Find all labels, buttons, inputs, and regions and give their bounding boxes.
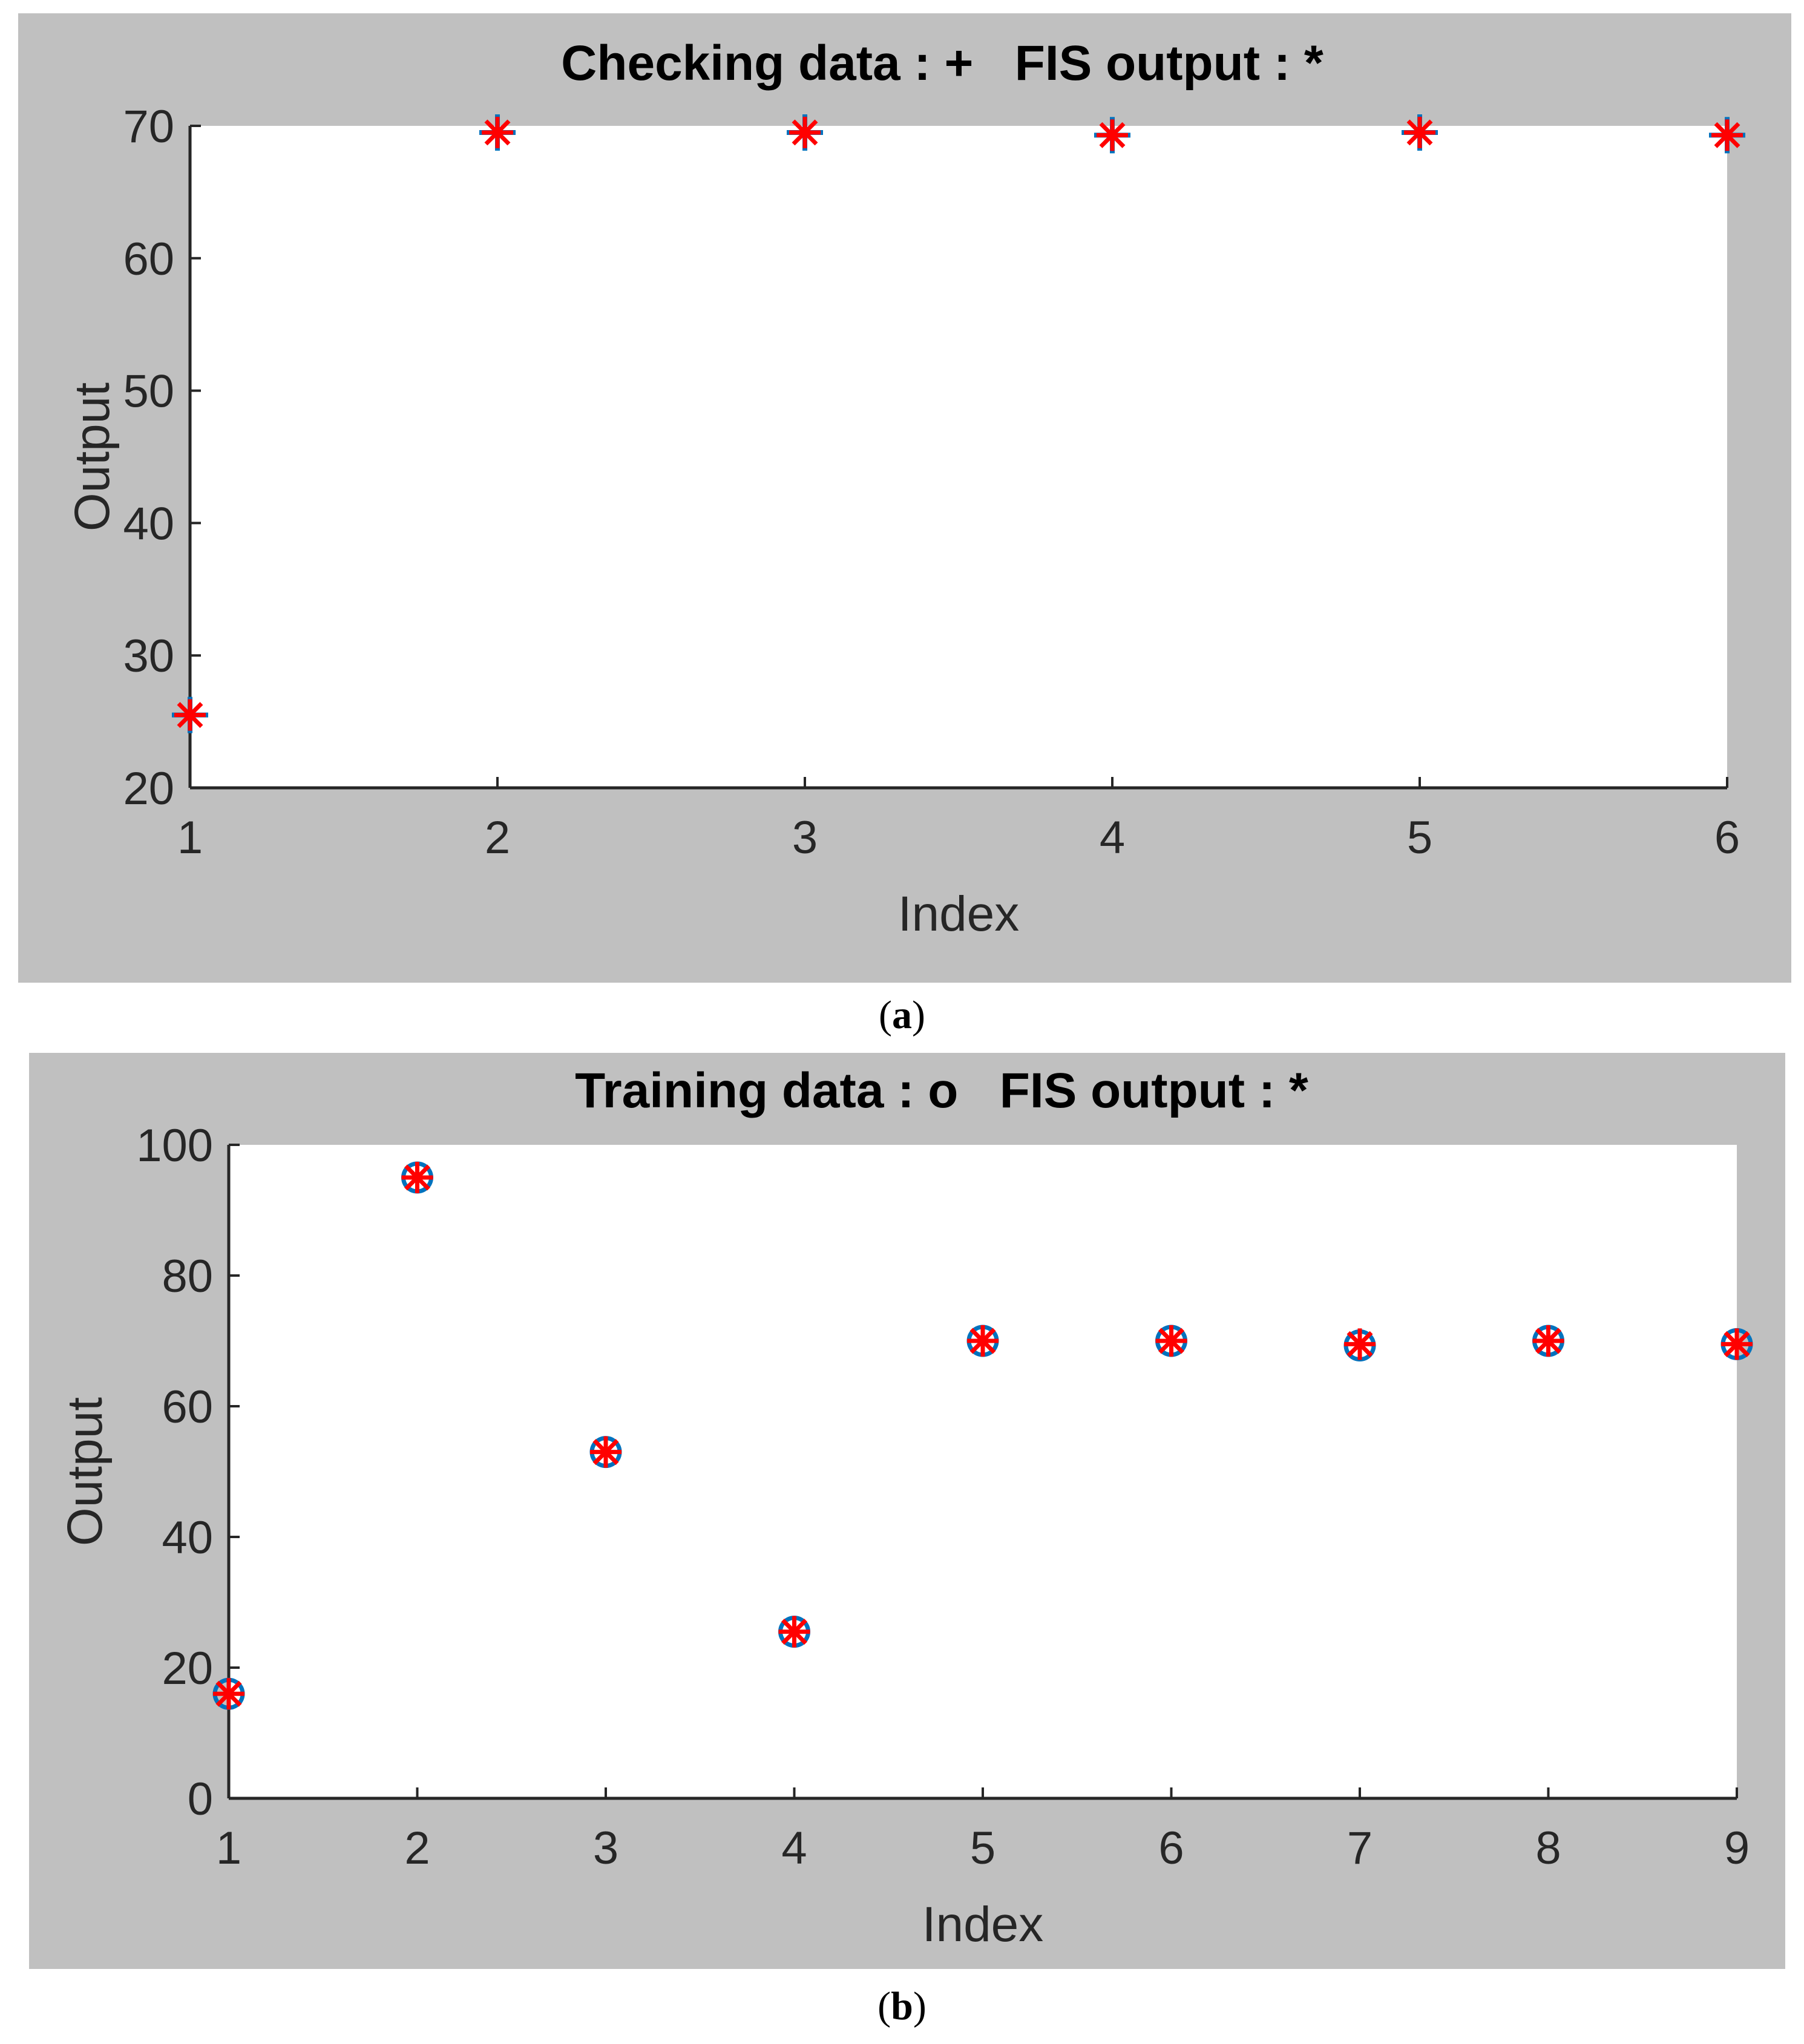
chart-b-x-tick-label: 5 [970,1823,995,1874]
chart-a-y-tick-label: 20 [123,763,174,814]
chart-a-y-tick-label: 40 [123,498,174,549]
chart-b-x-tick-label: 1 [216,1823,241,1874]
chart-b-title: Training data : o FIS output : * [575,1063,1308,1118]
chart-a-x-tick-label: 3 [792,812,818,863]
chart-b-point-asterisk-d2 [781,1619,807,1645]
chart-b-point-asterisk-d2 [404,1164,430,1191]
chart-a-point-asterisk-d2 [484,119,511,146]
chart-b-plot-area [229,1145,1737,1798]
chart-panel-b: Training data : o FIS output : * 1 2 3 4 5 6 7 8… [29,1053,1785,1969]
chart-a-point-asterisk-d2 [1714,122,1740,148]
chart-a-x-tick-label: 2 [485,812,510,863]
chart-b-y-tick-label: 100 [136,1120,213,1171]
chart-a-x-tick-label: 5 [1407,812,1432,863]
chart-b-y-tick-label: 80 [162,1251,213,1302]
caption-a-letter: a [892,993,912,1037]
chart-a-y-tick-label: 50 [123,366,174,418]
chart-a-plot-area [190,126,1727,788]
chart-a-point-asterisk [482,116,513,148]
chart-b-x-tick-label: 6 [1158,1823,1184,1874]
chart-b-point-asterisk-d2 [592,1439,619,1466]
chart-b-point-asterisk-d2 [1346,1331,1373,1357]
chart-a-x-tick-label: 4 [1100,812,1125,863]
chart-b-x-tick-label: 8 [1535,1823,1561,1874]
chart-b-y-tick-label: 0 [188,1774,213,1825]
chart-b-point-asterisk [1344,1328,1376,1360]
chart-b-point-asterisk-d2 [1535,1328,1561,1354]
chart-a-point-asterisk-d2 [792,119,818,146]
chart-b-point-asterisk [1155,1325,1187,1357]
chart-a-svg: Checking data : + FIS output : * 1 2 3 4 5 6 20… [65,36,1745,942]
chart-a-title: Checking data : + FIS output : * [561,36,1323,91]
chart-b-y-tick-label: 20 [162,1643,213,1694]
chart-a-point-asterisk-d2 [1099,122,1126,148]
chart-a-series-asterisk [174,116,1743,731]
chart-b-point-asterisk-d2 [215,1680,242,1707]
chart-b-point-asterisk [778,1616,810,1648]
chart-b-svg: Training data : o FIS output : * 1 2 3 4 5 6 7 8… [57,1063,1753,1952]
chart-b-x-tick-label: 3 [593,1823,618,1874]
chart-a-point-asterisk [174,699,206,731]
chart-b-point-asterisk [590,1436,622,1468]
chart-a-x-tick-label: 1 [177,812,203,863]
caption-a-open: ( [879,993,892,1037]
chart-b-point-asterisk [401,1162,433,1193]
chart-b-point-asterisk [1721,1328,1753,1360]
figure-caption-b: (b) [0,1983,1804,2029]
chart-b-x-tick-label: 7 [1347,1823,1373,1874]
chart-a-point-asterisk [1711,119,1743,151]
chart-panel-a: Checking data : + FIS output : * 1 2 3 4 5 6 20… [18,13,1791,983]
chart-b-x-tick-label: 2 [404,1823,430,1874]
chart-b-series-asterisk [213,1162,1753,1710]
figure-caption-a: (a) [0,992,1804,1038]
caption-b-open: ( [877,1984,891,2028]
chart-b-point-asterisk-d2 [1724,1331,1750,1357]
chart-a-point-asterisk-d2 [177,702,203,729]
chart-b-y-axis-label: Output [57,1397,113,1546]
chart-b-x-tick-label: 9 [1724,1823,1750,1874]
chart-b-point-asterisk-d2 [969,1328,996,1354]
caption-b-close: ) [913,1984,927,2028]
chart-b-point-asterisk [213,1678,244,1710]
caption-b-letter: b [891,1984,913,2028]
chart-a-y-tick-label: 30 [123,631,174,682]
chart-b-x-axis-label: Index [922,1897,1044,1952]
chart-a-point-asterisk [1404,116,1435,148]
chart-b-point-asterisk [967,1325,999,1357]
chart-b-y-tick-label: 40 [162,1512,213,1564]
chart-b-y-tick-label: 60 [162,1381,213,1433]
chart-a-y-axis-label: Output [65,382,120,531]
chart-a-point-asterisk-d2 [1406,119,1433,146]
chart-a-x-axis-label: Index [898,886,1020,942]
chart-a-point-asterisk [789,116,821,148]
chart-a-y-tick-label: 70 [123,101,174,152]
chart-a-x-tick-label: 6 [1714,812,1740,863]
chart-b-x-tick-label: 4 [781,1823,807,1874]
chart-a-point-asterisk [1097,119,1128,151]
chart-b-point-asterisk [1532,1325,1564,1357]
caption-a-close: ) [912,993,925,1037]
chart-b-point-asterisk-d2 [1158,1328,1184,1354]
chart-a-y-tick-label: 60 [123,234,174,285]
